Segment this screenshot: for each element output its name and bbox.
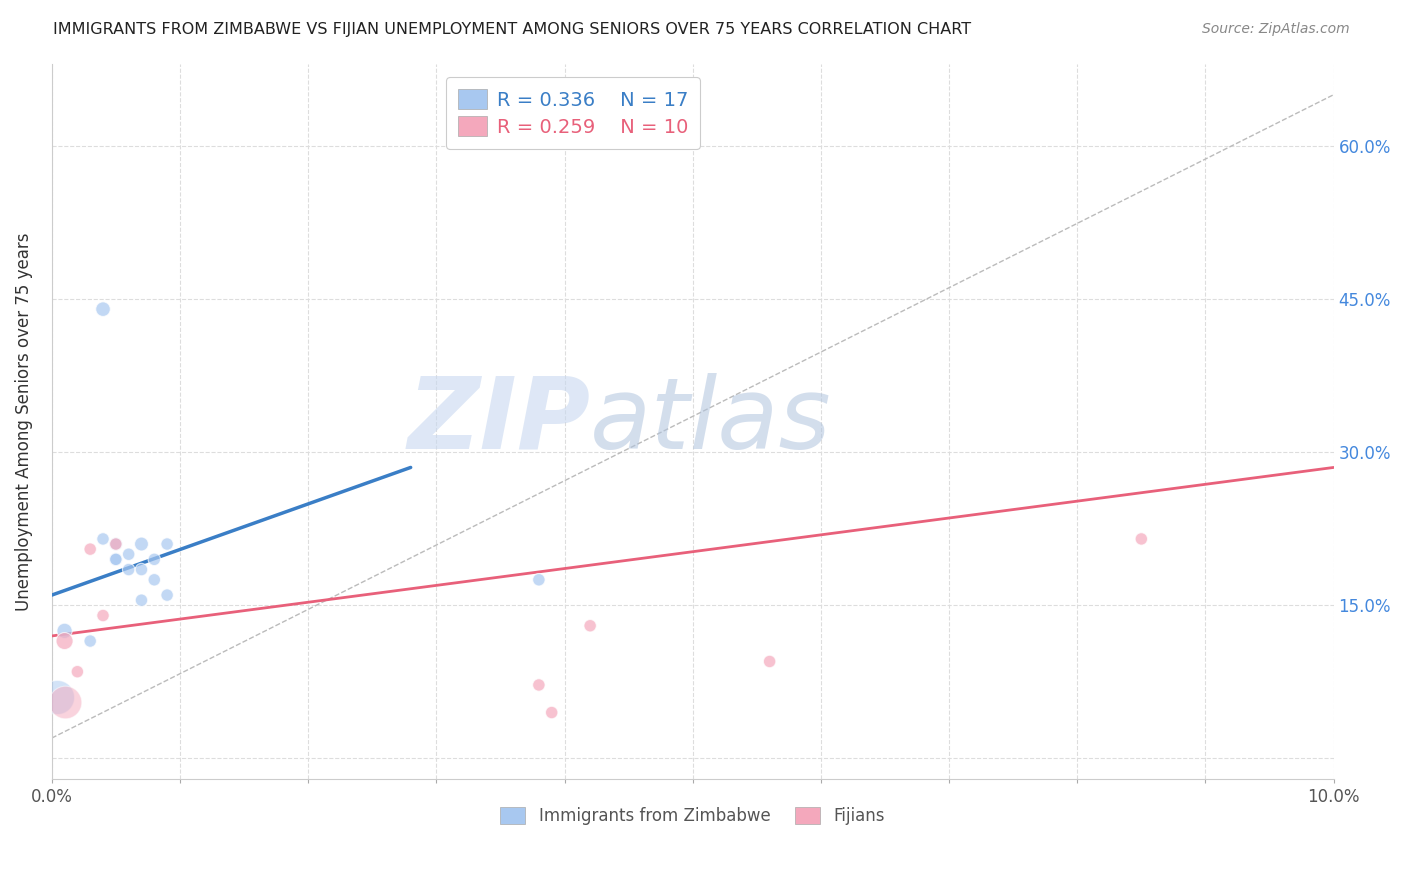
Point xyxy=(131,563,153,577)
Point xyxy=(104,537,127,551)
Text: atlas: atlas xyxy=(591,373,832,470)
Point xyxy=(91,532,114,546)
Text: Source: ZipAtlas.com: Source: ZipAtlas.com xyxy=(1202,22,1350,37)
Point xyxy=(45,690,67,705)
Point xyxy=(104,537,127,551)
Point xyxy=(143,573,166,587)
Point xyxy=(118,547,141,561)
Point xyxy=(118,563,141,577)
Point xyxy=(527,573,550,587)
Point xyxy=(143,552,166,566)
Point xyxy=(104,552,127,566)
Point xyxy=(540,706,562,720)
Point xyxy=(91,302,114,317)
Point xyxy=(156,537,179,551)
Point xyxy=(156,588,179,602)
Point xyxy=(131,593,153,607)
Point xyxy=(53,695,76,709)
Point xyxy=(79,542,101,557)
Point xyxy=(1130,532,1153,546)
Point xyxy=(79,634,101,648)
Point xyxy=(104,552,127,566)
Point xyxy=(91,608,114,623)
Y-axis label: Unemployment Among Seniors over 75 years: Unemployment Among Seniors over 75 years xyxy=(15,232,32,611)
Legend: Immigrants from Zimbabwe, Fijians: Immigrants from Zimbabwe, Fijians xyxy=(491,797,896,835)
Point xyxy=(579,618,602,632)
Text: IMMIGRANTS FROM ZIMBABWE VS FIJIAN UNEMPLOYMENT AMONG SENIORS OVER 75 YEARS CORR: IMMIGRANTS FROM ZIMBABWE VS FIJIAN UNEMP… xyxy=(53,22,972,37)
Point xyxy=(527,678,550,692)
Point xyxy=(758,655,780,669)
Point xyxy=(53,624,76,638)
Point xyxy=(53,634,76,648)
Text: ZIP: ZIP xyxy=(408,373,591,470)
Point xyxy=(66,665,89,679)
Point xyxy=(131,537,153,551)
